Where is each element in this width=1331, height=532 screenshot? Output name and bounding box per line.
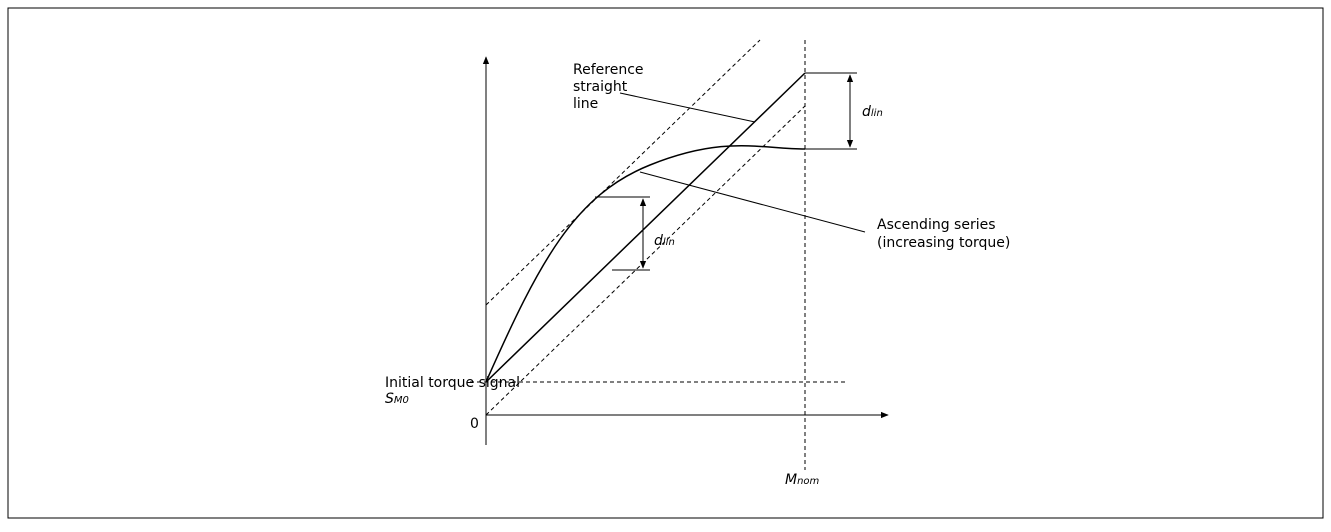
label: line — [573, 96, 598, 112]
label: dlin — [862, 104, 883, 120]
leader-line — [639, 171, 866, 233]
label: Initial torque signal — [385, 375, 520, 391]
subscript: M0 — [394, 395, 409, 406]
label: SM0 — [385, 391, 409, 407]
label: Reference — [573, 62, 644, 78]
ascending-curve — [485, 145, 806, 383]
label: Ascending series — [877, 217, 996, 233]
symbol: d — [654, 233, 663, 249]
subscript: lin — [871, 108, 883, 119]
label: straight — [573, 79, 628, 95]
label: Mnom — [785, 472, 820, 488]
subscript: nom — [797, 476, 819, 487]
frame — [7, 7, 1324, 519]
reference-line — [485, 72, 806, 383]
symbol: S — [385, 391, 394, 407]
upper-tolerance-line — [485, 39, 761, 306]
label: dlin — [654, 233, 675, 249]
symbol: M — [785, 472, 797, 488]
symbol: d — [862, 104, 871, 120]
origin-label: 0 — [470, 416, 479, 432]
subscript: lin — [663, 237, 675, 248]
label: (increasing torque) — [877, 235, 1010, 251]
lower-tolerance-line — [485, 105, 806, 416]
leader-line — [619, 92, 756, 123]
